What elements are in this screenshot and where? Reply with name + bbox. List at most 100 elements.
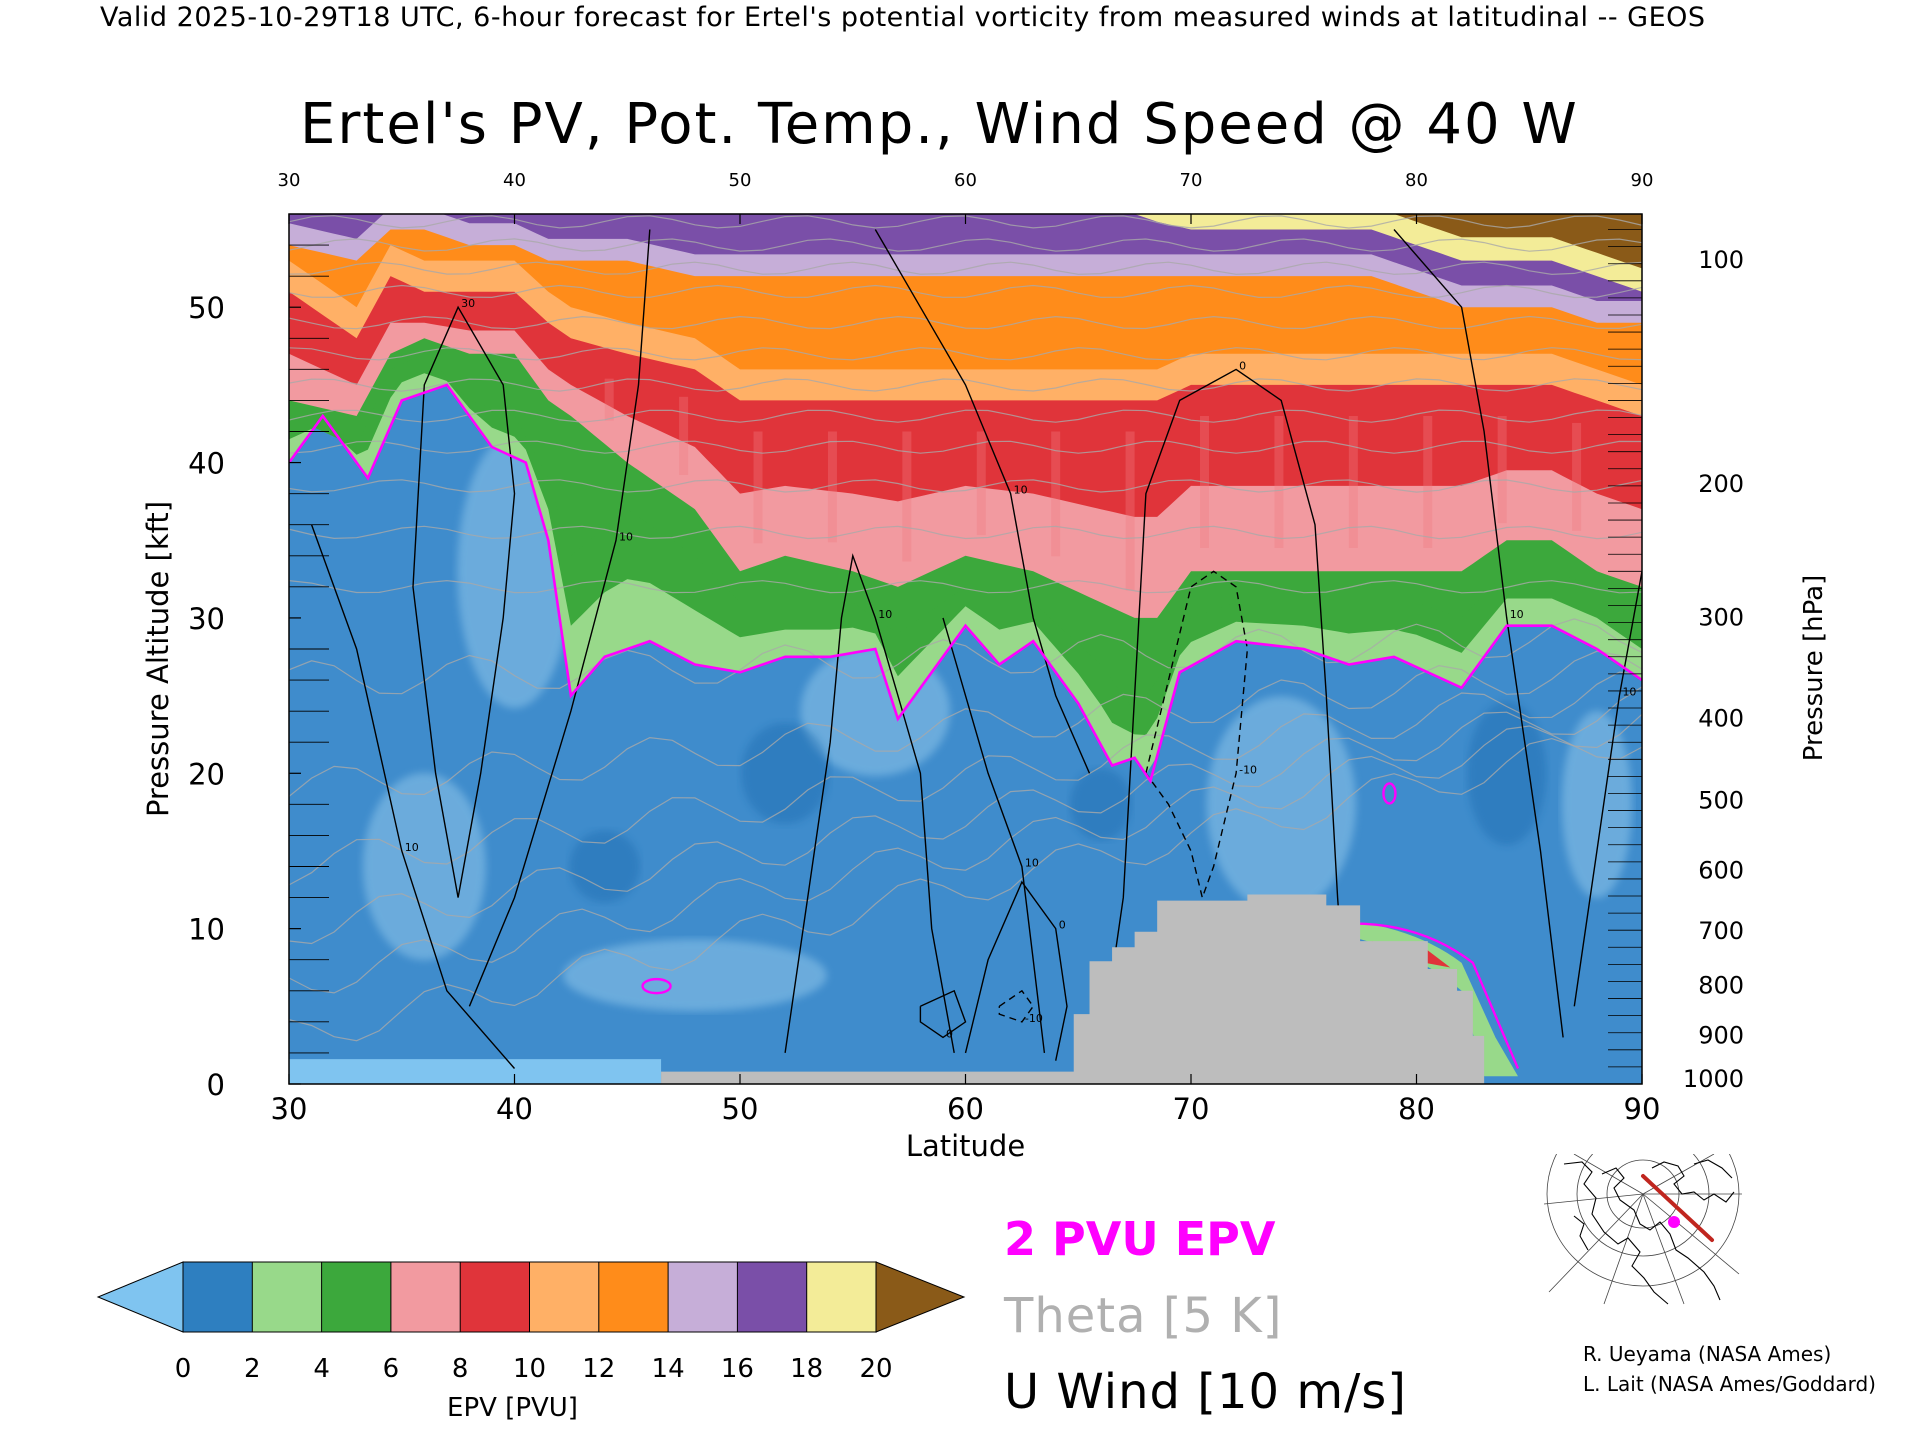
- pv-streak: [1051, 431, 1061, 557]
- u-wind-contour: [412, 305, 516, 898]
- x-tick-label: 40: [496, 1092, 533, 1126]
- u-wind-label: 10: [1510, 608, 1524, 621]
- pv-light-patch: [362, 772, 486, 961]
- colorbar-segment: [806, 1261, 878, 1333]
- u-wind-contour: [874, 229, 1091, 774]
- credit-line-1: R. Ueyama (NASA Ames): [1583, 1342, 1832, 1366]
- u-wind-contour: [964, 880, 1068, 1061]
- colorbar-segment: [667, 1261, 739, 1333]
- colorbar-low-arrow: [96, 1261, 184, 1333]
- pv-band-16-18: [289, 214, 1642, 301]
- theta-contour: [289, 686, 1642, 945]
- pressure-tick-label: 800: [1698, 972, 1744, 1000]
- pressure-tick-label: 500: [1698, 787, 1744, 815]
- y-tick-label: 40: [188, 447, 225, 481]
- pv-streak: [604, 378, 614, 421]
- pressure-tick-label: 200: [1698, 470, 1744, 498]
- x-tick-label: 50: [722, 1092, 759, 1126]
- theta-contour: [289, 737, 1642, 1042]
- x-tick-label-top: 40: [503, 170, 526, 191]
- u-wind-label: 10: [1014, 484, 1028, 497]
- pv-streak: [1348, 415, 1358, 549]
- colorbar-tick-label: 16: [721, 1354, 754, 1384]
- pv-streak: [679, 396, 689, 475]
- y-axis-label-right: Pressure [hPa]: [1799, 575, 1829, 762]
- u-wind-label: -10: [1025, 1012, 1043, 1025]
- u-wind-label: 0: [1059, 919, 1066, 932]
- theta-contour: [289, 671, 1642, 886]
- pvu2-contour: [289, 383, 1642, 785]
- colorbar-tick-label: 2: [244, 1354, 261, 1384]
- u-wind-contour: [942, 617, 1046, 1053]
- x-tick-label: 80: [1398, 1092, 1435, 1126]
- u-wind-label: 0: [946, 1027, 953, 1040]
- theta-contour: [289, 579, 1642, 594]
- colorbar-tick-label: 0: [175, 1354, 192, 1384]
- theta-contour: [289, 261, 1642, 276]
- pvu2-blob: [1382, 782, 1397, 805]
- y-tick-label: 20: [188, 757, 225, 791]
- pressure-tick-label: 400: [1698, 704, 1744, 732]
- terrain-mask: [661, 894, 1485, 1084]
- pressure-tick-label: 900: [1698, 1021, 1744, 1049]
- y-axis-label-left: Pressure Altitude [kft]: [141, 501, 175, 817]
- colorbar-segment: [390, 1261, 462, 1333]
- pressure-tick-label: 100: [1698, 246, 1744, 274]
- y-tick-label: 10: [188, 913, 225, 947]
- pressure-tick-label: 300: [1698, 603, 1744, 631]
- pv-streak: [902, 431, 912, 562]
- colorbar-label: EPV [PVU]: [447, 1393, 578, 1423]
- pv-light-patch: [1206, 696, 1356, 913]
- colorbar-segment: [736, 1261, 808, 1333]
- pv-streak: [827, 431, 837, 543]
- theta-contour: [289, 347, 1642, 361]
- credit-line-2: L. Lait (NASA Ames/Goddard): [1583, 1372, 1876, 1396]
- x-tick-label: 70: [1173, 1092, 1210, 1126]
- x-tick-label: 30: [271, 1092, 308, 1126]
- valid-time-caption: Valid 2025-10-29T18 UTC, 6-hour forecast…: [100, 2, 1706, 33]
- x-tick-label-top: 30: [278, 170, 301, 191]
- theta-contour: [289, 238, 1642, 252]
- chart-title: Ertel's PV, Pot. Temp., Wind Speed @ 40 …: [300, 92, 1579, 157]
- pv-dark-patch: [569, 830, 640, 903]
- colorbar-tick-label: 20: [859, 1354, 892, 1384]
- pv-light-patch: [1561, 710, 1633, 898]
- x-tick-label-top: 70: [1180, 170, 1203, 191]
- u-wind-contour: [784, 553, 955, 1054]
- theta-contour: [289, 618, 1642, 695]
- colorbar-segment: [321, 1261, 392, 1333]
- theta-contour: [289, 440, 1642, 454]
- pv-dark-patch: [1070, 768, 1132, 841]
- legend-theta: Theta [5 K]: [1004, 1288, 1283, 1344]
- legend-uwind: U Wind [10 m/s]: [1004, 1364, 1408, 1420]
- colorbar-segment: [182, 1261, 254, 1333]
- colorbar-tick-label: 6: [383, 1354, 400, 1384]
- pv-streak: [1572, 422, 1582, 531]
- pv-band-20-plus: [1394, 214, 1642, 269]
- u-wind-label: -10: [1239, 763, 1257, 776]
- pressure-tick-label: 1000: [1683, 1065, 1744, 1093]
- colorbar-segment: [459, 1261, 531, 1333]
- x-tick-label: 90: [1624, 1092, 1661, 1126]
- u-wind-label: 10: [1622, 686, 1636, 699]
- u-wind-label: 30: [461, 297, 475, 310]
- colorbar-tick-label: 14: [652, 1354, 685, 1384]
- x-axis-label: Latitude: [906, 1129, 1025, 1163]
- colorbar-tick-label: 12: [582, 1354, 615, 1384]
- colorbar-segment: [598, 1261, 670, 1333]
- pressure-tick-label: 600: [1698, 857, 1744, 885]
- theta-contour: [289, 650, 1642, 797]
- u-wind-negative-contour: [1145, 570, 1249, 901]
- theta-contour: [289, 713, 1642, 994]
- pv-streak: [976, 431, 986, 536]
- pressure-tick-label: 700: [1698, 917, 1744, 945]
- colorbar-tick-label: 18: [790, 1354, 823, 1384]
- colorbar-tick-label: 4: [313, 1354, 330, 1384]
- theta-contour: [289, 284, 1642, 299]
- u-wind-label: 0: [1239, 359, 1246, 372]
- colorbar-tick-label: 8: [452, 1354, 469, 1384]
- u-wind-contour: [1100, 368, 1350, 1054]
- polar-locator-map-icon: [1544, 1154, 1742, 1306]
- u-wind-contour: [919, 989, 967, 1039]
